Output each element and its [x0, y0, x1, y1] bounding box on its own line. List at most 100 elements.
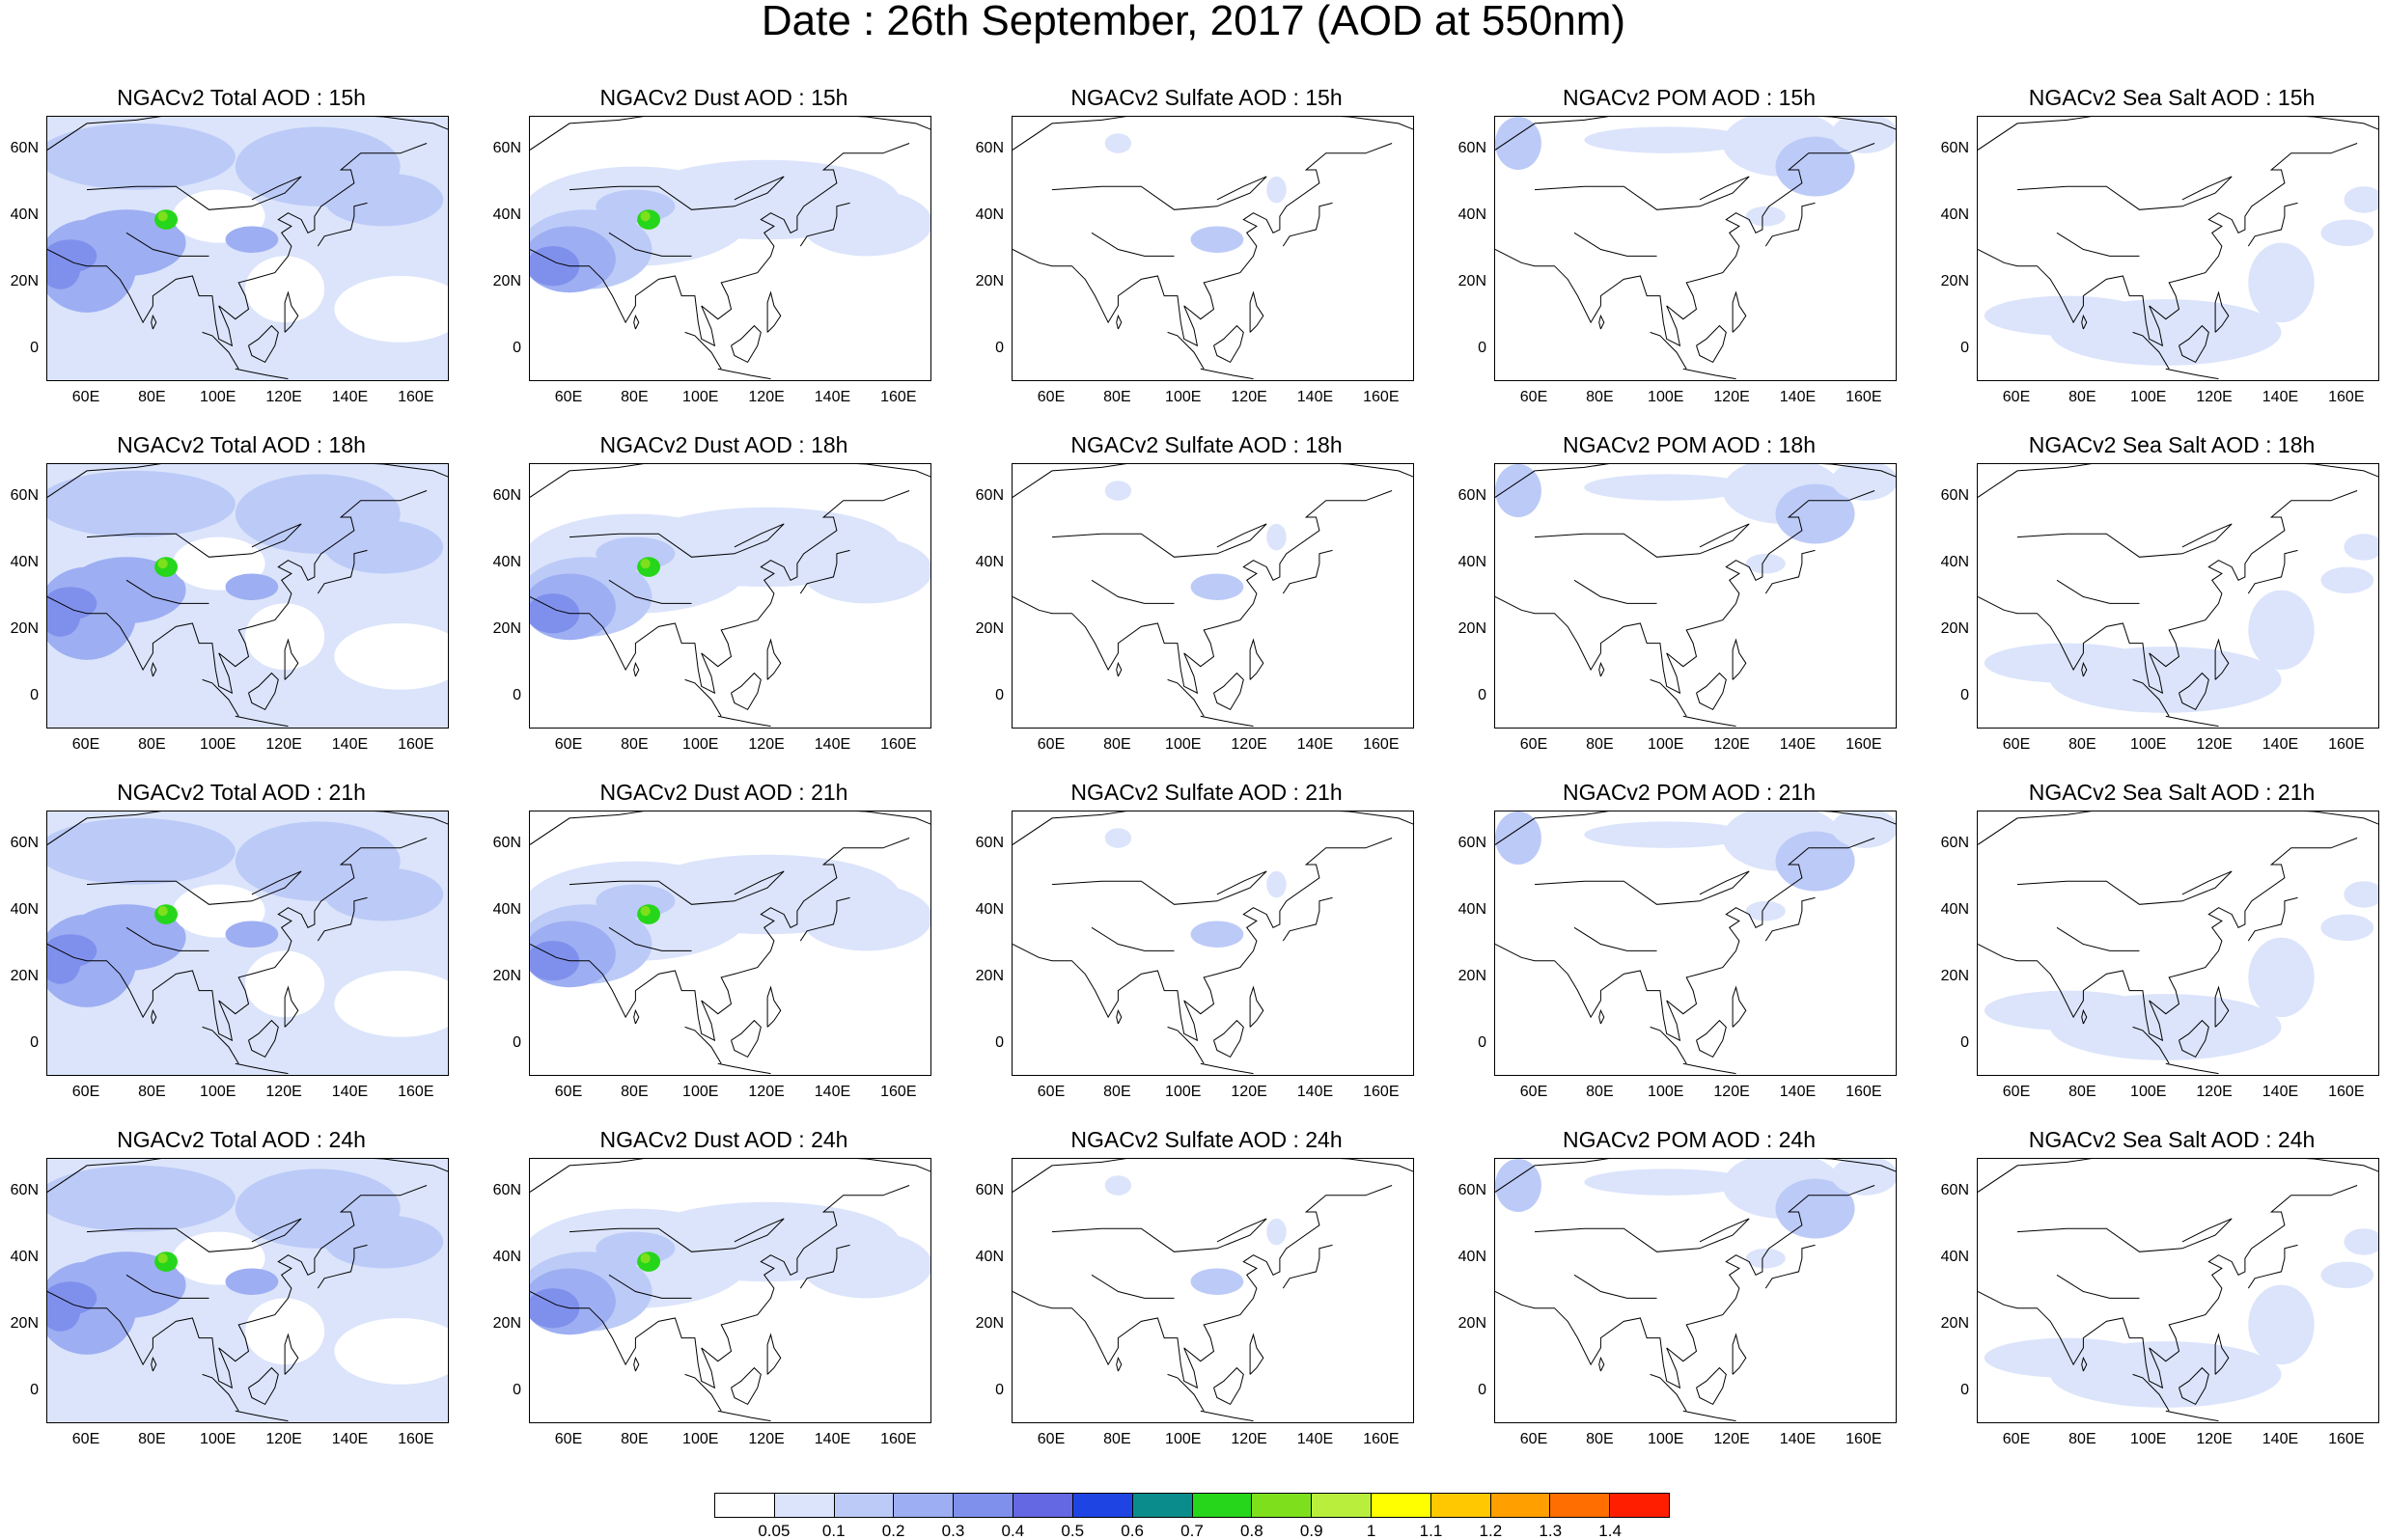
x-tick-label: 60E	[71, 389, 100, 405]
y-tick-label: 40N	[492, 206, 521, 224]
x-tick-label: 160E	[1846, 736, 1882, 753]
aod-field	[1495, 117, 1896, 380]
map-panel-dust-15h: NGACv2 Dust AOD : 15h 60N 40N 20N 0 60E 80E 100…	[483, 81, 965, 424]
x-tick-label: 60E	[554, 736, 583, 753]
y-tick-label: 0	[513, 1033, 521, 1051]
x-tick-label: 120E	[265, 1431, 302, 1447]
panel-title: NGACv2 Sea Salt AOD : 15h	[2028, 85, 2316, 110]
x-tick-label: 80E	[621, 1431, 649, 1447]
colorbar-label: 0.8	[1240, 1522, 1263, 1540]
y-tick-label: 40N	[492, 1249, 521, 1266]
colorbar-label: 0.4	[1001, 1522, 1025, 1540]
colorbar-swatch	[774, 1494, 835, 1517]
panel-title: NGACv2 Total AOD : 18h	[117, 432, 366, 457]
map-panel-sulfate-24h: NGACv2 Sulfate AOD : 24h 60N 40N 20N 0 60E 80E…	[965, 1123, 1448, 1466]
x-tick-label: 100E	[1165, 1084, 1202, 1100]
aod-field	[1978, 1159, 2378, 1422]
x-tick-label: 80E	[1103, 389, 1131, 405]
x-tick-label: 160E	[1363, 736, 1400, 753]
x-tick-label: 120E	[1713, 736, 1750, 753]
aod-field	[1495, 1159, 1896, 1422]
x-tick-label: 160E	[1846, 1084, 1882, 1100]
y-tick-label: 40N	[492, 901, 521, 919]
colorbar-label: 1.1	[1419, 1522, 1443, 1540]
y-tick-label: 0	[513, 1381, 521, 1398]
x-tick-label: 120E	[748, 1431, 785, 1447]
x-tick-label: 140E	[814, 389, 851, 405]
x-tick-label: 140E	[1779, 389, 1817, 405]
x-tick-label: 100E	[2130, 1084, 2167, 1100]
map-panel-sulfate-18h: NGACv2 Sulfate AOD : 18h 60N 40N 20N 0 60E 80E…	[965, 428, 1448, 771]
y-tick-label: 20N	[492, 967, 521, 984]
x-tick-label: 60E	[554, 1431, 583, 1447]
x-tick-label: 60E	[1037, 1431, 1066, 1447]
map-panel-pom-15h: NGACv2 POM AOD : 15h 60N 40N 20N 0 60E 80E 100E…	[1448, 81, 1930, 424]
aod-map	[1977, 811, 2379, 1076]
x-tick-label: 100E	[1648, 1431, 1684, 1447]
x-tick-label: 140E	[1296, 389, 1334, 405]
page-title: Date : 26th September, 2017 (AOD at 550n…	[761, 0, 1626, 44]
colorbar-swatch	[1312, 1494, 1372, 1517]
x-tick-label: 160E	[880, 1084, 917, 1100]
x-tick-label: 140E	[331, 1084, 369, 1100]
colorbar-swatch	[1610, 1494, 1669, 1517]
aod-field	[1013, 1159, 1413, 1422]
y-tick-label: 20N	[975, 1314, 1004, 1332]
y-tick-label: 40N	[492, 554, 521, 571]
colorbar-swatch	[1490, 1494, 1551, 1517]
x-tick-label: 80E	[1586, 389, 1614, 405]
map-panel-seasalt-18h: NGACv2 Sea Salt AOD : 18h 60N 40N 20N 0 60E 80…	[1930, 428, 2387, 771]
y-tick-label: 60N	[1457, 1182, 1486, 1199]
x-tick-label: 80E	[1586, 736, 1614, 753]
y-tick-label: 0	[513, 686, 521, 703]
x-tick-label: 120E	[265, 389, 302, 405]
y-tick-label: 20N	[975, 619, 1004, 637]
x-tick-label: 140E	[1779, 1084, 1817, 1100]
x-tick-label: 140E	[814, 736, 851, 753]
x-tick-label: 140E	[2262, 1084, 2299, 1100]
x-tick-label: 160E	[880, 1431, 917, 1447]
x-tick-label: 100E	[2130, 389, 2167, 405]
aod-map	[46, 116, 449, 381]
aod-map	[46, 1158, 449, 1423]
panel-title: NGACv2 Total AOD : 21h	[117, 780, 366, 805]
x-tick-label: 80E	[621, 1084, 649, 1100]
y-tick-label: 60N	[975, 835, 1004, 852]
x-tick-label: 160E	[1363, 389, 1400, 405]
x-tick-label: 140E	[331, 1431, 369, 1447]
x-tick-label: 140E	[331, 736, 369, 753]
x-tick-label: 160E	[1363, 1431, 1400, 1447]
y-tick-label: 40N	[1940, 901, 1969, 919]
colorbar-label: 1.2	[1479, 1522, 1503, 1540]
colorbar-label: 0.3	[941, 1522, 965, 1540]
aod-field	[47, 811, 448, 1075]
y-tick-label: 20N	[1940, 272, 1969, 289]
aod-map	[1494, 116, 1897, 381]
y-tick-label: 40N	[1940, 1249, 1969, 1266]
x-tick-label: 120E	[1713, 389, 1750, 405]
x-tick-label: 60E	[554, 389, 583, 405]
y-tick-label: 20N	[1457, 619, 1486, 637]
map-panel-pom-24h: NGACv2 POM AOD : 24h 60N 40N 20N 0 60E 80E 100E…	[1448, 1123, 1930, 1466]
y-tick-label: 40N	[1940, 554, 1969, 571]
y-tick-label: 0	[30, 1381, 39, 1398]
colorbar-swatch	[1192, 1494, 1253, 1517]
colorbar-label: 1.3	[1539, 1522, 1563, 1540]
colorbar-swatch	[715, 1494, 775, 1517]
x-tick-label: 120E	[1231, 1431, 1267, 1447]
panel-title: NGACv2 Total AOD : 24h	[117, 1127, 366, 1152]
x-tick-label: 160E	[398, 1431, 434, 1447]
x-tick-label: 160E	[2328, 389, 2365, 405]
x-tick-label: 140E	[1779, 736, 1817, 753]
x-tick-label: 160E	[2328, 1084, 2365, 1100]
x-tick-label: 80E	[2068, 389, 2096, 405]
y-tick-label: 60N	[975, 1182, 1004, 1199]
x-tick-label: 160E	[398, 736, 434, 753]
aod-field	[47, 117, 448, 380]
x-tick-label: 80E	[138, 389, 166, 405]
y-tick-label: 40N	[1457, 901, 1486, 919]
y-tick-label: 20N	[1457, 272, 1486, 289]
x-tick-label: 160E	[2328, 1431, 2365, 1447]
y-tick-label: 0	[1960, 1033, 1969, 1051]
x-tick-label: 140E	[1296, 1431, 1334, 1447]
